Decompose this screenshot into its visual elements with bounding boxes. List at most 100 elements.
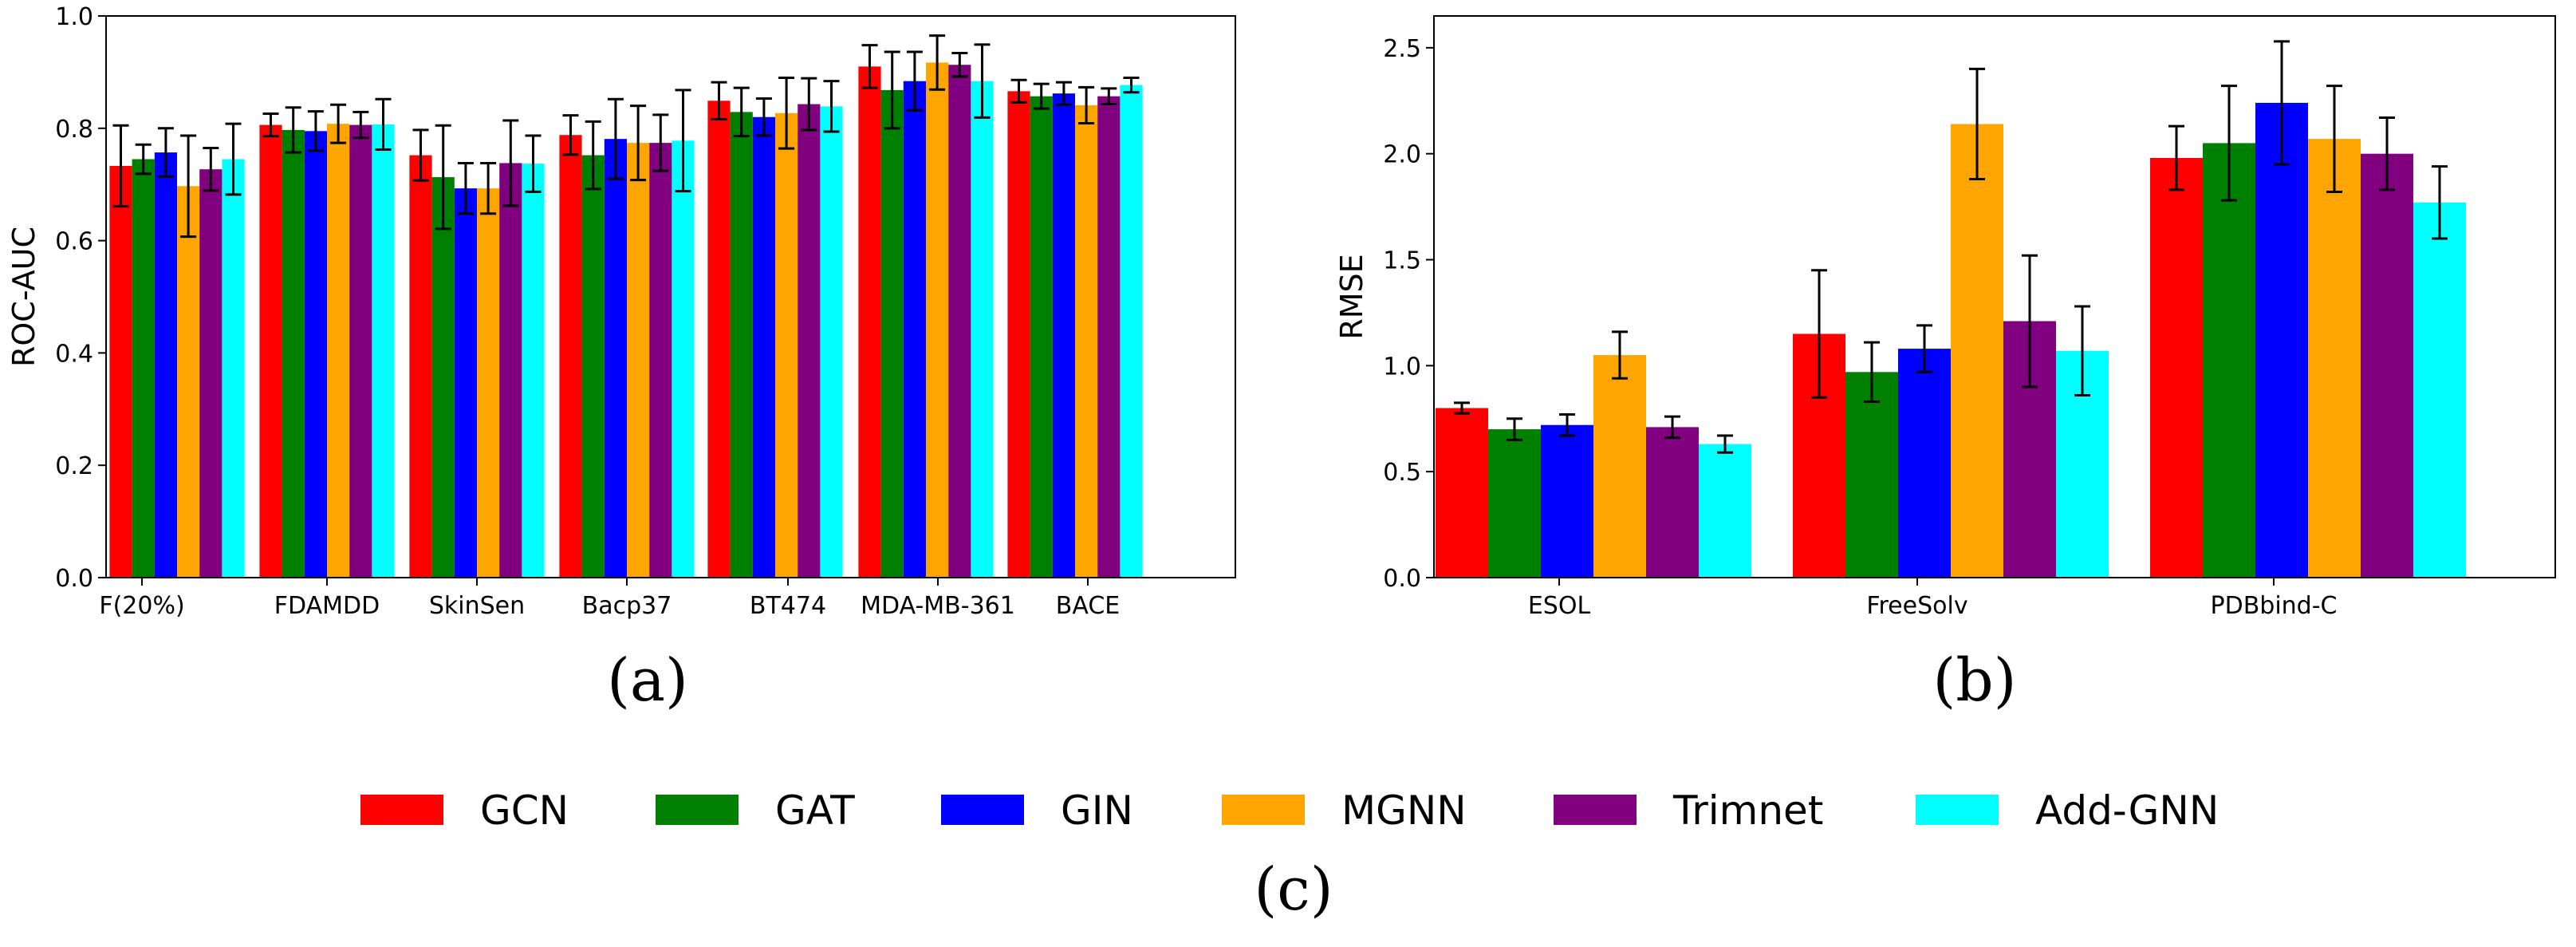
error-bar bbox=[2074, 305, 2090, 397]
panel-label-b: (b) bbox=[1932, 646, 2016, 715]
y-tick-label: 0.8 bbox=[55, 116, 93, 144]
legend-swatch bbox=[656, 795, 739, 825]
bar-trimnet-bacp37 bbox=[649, 143, 672, 578]
error-bar bbox=[733, 86, 750, 138]
bar-gin-pdbbind-c bbox=[2255, 102, 2308, 578]
legend-item-gcn: GCN bbox=[360, 787, 569, 834]
bar-trimnet-skinsen bbox=[499, 163, 522, 578]
bar-gcn-skinsen bbox=[409, 155, 432, 578]
bar-gin-bt474 bbox=[752, 116, 775, 578]
bar-trimnet-bt474 bbox=[798, 104, 821, 578]
bar-gin-esol bbox=[1541, 424, 1593, 578]
bar-gin-bace bbox=[1052, 93, 1075, 578]
bar-gcn-f-20- bbox=[109, 165, 132, 578]
legend-swatch bbox=[360, 795, 443, 825]
error-bar bbox=[861, 44, 878, 89]
error-bar bbox=[2221, 85, 2237, 202]
error-bar bbox=[562, 114, 579, 156]
legend-label: GIN bbox=[1061, 787, 1133, 834]
bar-add-gnn-fdamdd bbox=[372, 124, 395, 578]
bar-add-gnn-f-20- bbox=[222, 159, 245, 578]
x-tick-label: ESOL bbox=[1528, 592, 1591, 620]
bar-gat-bacp37 bbox=[581, 155, 605, 578]
error-bar bbox=[711, 81, 727, 121]
error-bar bbox=[1078, 85, 1095, 124]
bar-gat-freesolv bbox=[1845, 372, 1898, 578]
error-bar bbox=[1969, 67, 1985, 181]
error-bar bbox=[1559, 412, 1575, 437]
error-bar bbox=[2379, 116, 2395, 191]
bar-add-gnn-esol bbox=[1699, 444, 1751, 578]
legend-item-mgnn: MGNN bbox=[1222, 787, 1467, 834]
error-bar bbox=[1811, 269, 1827, 399]
bar-gin-mda-mb-361 bbox=[903, 81, 926, 578]
error-bar bbox=[951, 51, 968, 78]
bar-gat-f-20- bbox=[132, 159, 155, 578]
y-tick-label: 0.2 bbox=[55, 452, 93, 480]
panel-label-c: (c) bbox=[1254, 855, 1333, 924]
error-bar bbox=[1055, 81, 1072, 106]
bar-gin-bacp37 bbox=[604, 139, 627, 578]
legend-item-gin: GIN bbox=[941, 787, 1133, 834]
bar-gcn-pdbbind-c bbox=[2150, 157, 2203, 578]
bar-gin-f-20- bbox=[154, 152, 177, 578]
bar-gcn-fdamdd bbox=[259, 124, 282, 578]
bar-gat-fdamdd bbox=[282, 129, 305, 578]
error-bar bbox=[1664, 415, 1680, 440]
error-bar bbox=[285, 106, 301, 154]
bar-trimnet-esol bbox=[1646, 427, 1699, 578]
error-bar bbox=[262, 112, 279, 138]
x-tick-label: FreeSolv bbox=[1866, 592, 1967, 620]
error-bar bbox=[353, 110, 369, 140]
x-tick-label: BACE bbox=[1056, 592, 1120, 620]
error-bar bbox=[823, 80, 840, 133]
bar-mgnn-bacp37 bbox=[627, 143, 650, 578]
bar-add-gnn-bace bbox=[1120, 85, 1143, 578]
legend-swatch bbox=[1916, 795, 1999, 825]
y-axis-title: RMSE bbox=[1334, 254, 1369, 339]
bar-gcn-bt474 bbox=[707, 101, 731, 578]
error-bar bbox=[675, 89, 691, 193]
x-tick-label: PDBbind-C bbox=[2211, 592, 2338, 620]
error-bar bbox=[307, 110, 324, 152]
error-bar bbox=[1864, 341, 1880, 404]
bar-gcn-bacp37 bbox=[559, 135, 582, 578]
plot-frame bbox=[1433, 15, 2556, 578]
error-bar bbox=[112, 124, 129, 208]
bar-mgnn-pdbbind-c bbox=[2308, 139, 2361, 578]
x-tick-label: MDA-MB-361 bbox=[861, 592, 1015, 620]
legend-label: GCN bbox=[480, 787, 569, 834]
x-tick-label: BT474 bbox=[750, 592, 826, 620]
bar-gcn-esol bbox=[1436, 408, 1488, 578]
bar-gat-pdbbind-c bbox=[2203, 143, 2255, 578]
bar-gat-skinsen bbox=[431, 177, 455, 578]
bar-mgnn-esol bbox=[1593, 355, 1646, 578]
panel-label-a: (a) bbox=[607, 646, 688, 715]
bar-mgnn-skinsen bbox=[477, 188, 500, 578]
x-tick-label: FDAMDD bbox=[274, 592, 380, 620]
error-bar bbox=[1454, 401, 1470, 415]
bar-add-gnn-skinsen bbox=[522, 164, 545, 578]
legend: GCN GAT GIN MGNN Trimnet Add-GNN bbox=[360, 787, 2219, 834]
error-bar bbox=[1507, 417, 1522, 441]
error-bar bbox=[135, 143, 152, 176]
error-bar bbox=[203, 146, 219, 192]
legend-item-gat: GAT bbox=[656, 787, 855, 834]
y-axis-title: ROC-AUC bbox=[6, 227, 41, 367]
error-bar bbox=[755, 97, 772, 137]
chart-panel-b: 0.0 0.5 1.0 1.5 2.0 2.5 ESOL FreeSolv PDBbind-C R… bbox=[1334, 15, 2556, 620]
error-bar bbox=[525, 134, 542, 193]
bar-mgnn-bace bbox=[1075, 105, 1098, 578]
error-bar bbox=[1612, 330, 1628, 380]
error-bar bbox=[435, 124, 451, 231]
legend-item-add-gnn: Add-GNN bbox=[1916, 787, 2219, 834]
legend-label: GAT bbox=[775, 787, 855, 834]
error-bar bbox=[2022, 254, 2038, 389]
bar-add-gnn-mda-mb-361 bbox=[971, 81, 994, 578]
bar-mgnn-freesolv bbox=[1951, 124, 2003, 578]
y-tick-label: 0.4 bbox=[55, 340, 93, 368]
bar-gat-mda-mb-361 bbox=[880, 89, 904, 578]
error-bar bbox=[801, 77, 817, 132]
legend-swatch bbox=[1554, 795, 1637, 825]
